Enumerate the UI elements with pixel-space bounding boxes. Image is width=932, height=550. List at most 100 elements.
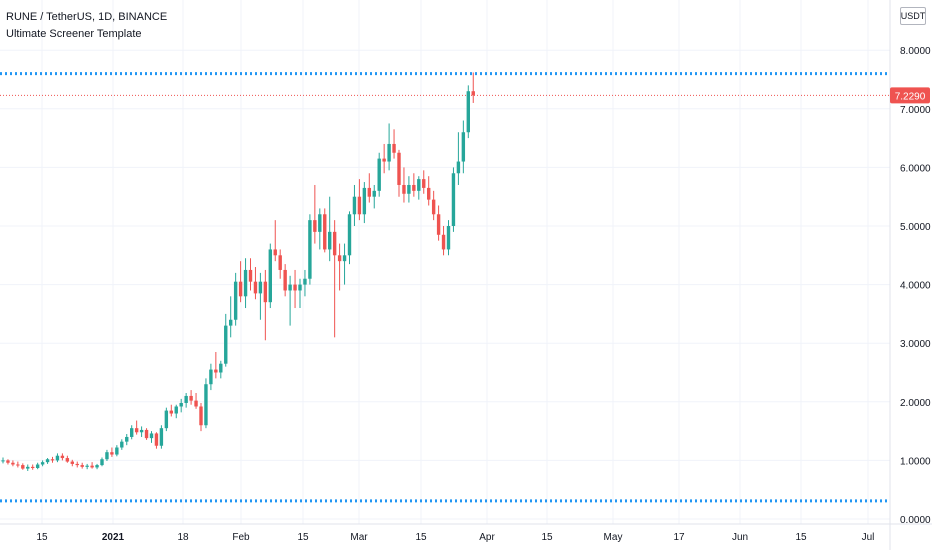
candle <box>60 453 65 461</box>
candle-body <box>427 187 431 200</box>
candle-body <box>471 91 475 96</box>
price-axis[interactable]: 0.0000 1.0000 2.0000 3.0000 4.0000 5.0000 6.00… <box>889 0 931 550</box>
candle <box>80 462 84 469</box>
candle-body <box>283 269 287 291</box>
y-tick-label: 6.0000 <box>900 163 931 174</box>
candle-body <box>95 465 99 468</box>
candle-body <box>382 158 386 162</box>
candle <box>11 460 15 467</box>
candle <box>387 123 391 171</box>
candle <box>139 426 144 437</box>
x-tick-label: 18 <box>177 532 189 543</box>
candle-body <box>169 410 173 414</box>
candle <box>75 461 79 468</box>
candle <box>70 459 74 467</box>
candle <box>441 226 446 256</box>
candle <box>85 463 89 470</box>
candle <box>65 455 70 463</box>
candle <box>134 420 139 435</box>
candle-body <box>26 466 30 469</box>
candle-body <box>347 214 352 256</box>
candle-body <box>397 152 401 185</box>
candle-body <box>80 465 84 467</box>
candle <box>422 170 426 194</box>
candle-body <box>229 319 233 326</box>
candle-body <box>372 190 376 197</box>
candle <box>278 249 282 279</box>
candle <box>189 390 193 405</box>
candle-body <box>357 196 362 215</box>
candle <box>21 463 25 470</box>
candle-body <box>154 433 159 446</box>
y-tick-label: 4.0000 <box>900 281 931 292</box>
candle <box>283 264 287 297</box>
candle <box>214 351 218 379</box>
candle-body <box>159 428 164 446</box>
candle <box>115 445 119 457</box>
currency-button[interactable]: USDT <box>900 7 926 25</box>
candle <box>293 269 297 309</box>
candle <box>1 457 5 464</box>
x-tick-label: May <box>604 532 623 543</box>
candle <box>377 152 381 197</box>
candle-body <box>407 184 411 194</box>
candle <box>229 296 233 338</box>
candle-body <box>1 460 5 462</box>
candle <box>436 205 441 241</box>
candle-body <box>35 464 40 469</box>
candle <box>31 464 35 470</box>
candle <box>313 184 317 244</box>
candle <box>382 143 386 174</box>
candle <box>253 267 258 300</box>
candle <box>219 360 223 379</box>
candle <box>461 120 466 174</box>
candle <box>332 220 337 338</box>
candle <box>154 432 159 449</box>
x-tick-label: Jul <box>862 532 875 543</box>
candle <box>120 439 124 450</box>
candle-body <box>248 269 253 282</box>
candle-body <box>184 395 188 403</box>
x-tick-label: 15 <box>795 532 807 543</box>
candle-body <box>422 179 426 188</box>
candle-body <box>323 214 327 250</box>
candle <box>431 190 436 221</box>
candle <box>397 149 401 197</box>
candle-body <box>40 462 45 465</box>
y-tick-label: 8.0000 <box>900 46 931 57</box>
candle <box>412 173 416 197</box>
candle-body <box>431 199 436 215</box>
time-axis[interactable]: 15 2021 18 Feb 15 Mar 15 Apr 15 May 17 Jun 15 Jul <box>0 523 932 543</box>
x-tick-label: 15 <box>297 532 309 543</box>
candle <box>40 460 45 467</box>
candle-body <box>233 281 238 320</box>
candle <box>194 393 198 409</box>
candle <box>352 184 357 226</box>
candle-body <box>110 452 114 455</box>
candle-body <box>293 284 297 291</box>
candle-body <box>332 231 337 256</box>
candle <box>16 461 20 468</box>
candle-body <box>120 441 124 448</box>
candle-body <box>75 463 79 466</box>
candle <box>243 258 248 309</box>
candle-body <box>149 433 154 439</box>
candle-body <box>164 410 169 429</box>
candle-body <box>263 281 268 303</box>
candle <box>204 378 208 429</box>
candle-body <box>21 465 25 469</box>
candle <box>273 220 277 262</box>
last-price-badge <box>890 87 930 104</box>
candle-body <box>224 325 228 364</box>
candle-body <box>174 406 178 414</box>
candle <box>199 402 203 432</box>
candle <box>303 269 307 297</box>
candle-body <box>16 464 20 466</box>
candle-body <box>318 214 322 232</box>
y-tick-label: 1.0000 <box>900 456 931 467</box>
candle-body <box>105 452 109 460</box>
candle <box>451 167 456 232</box>
candle-body <box>199 406 203 426</box>
candle <box>417 176 421 200</box>
